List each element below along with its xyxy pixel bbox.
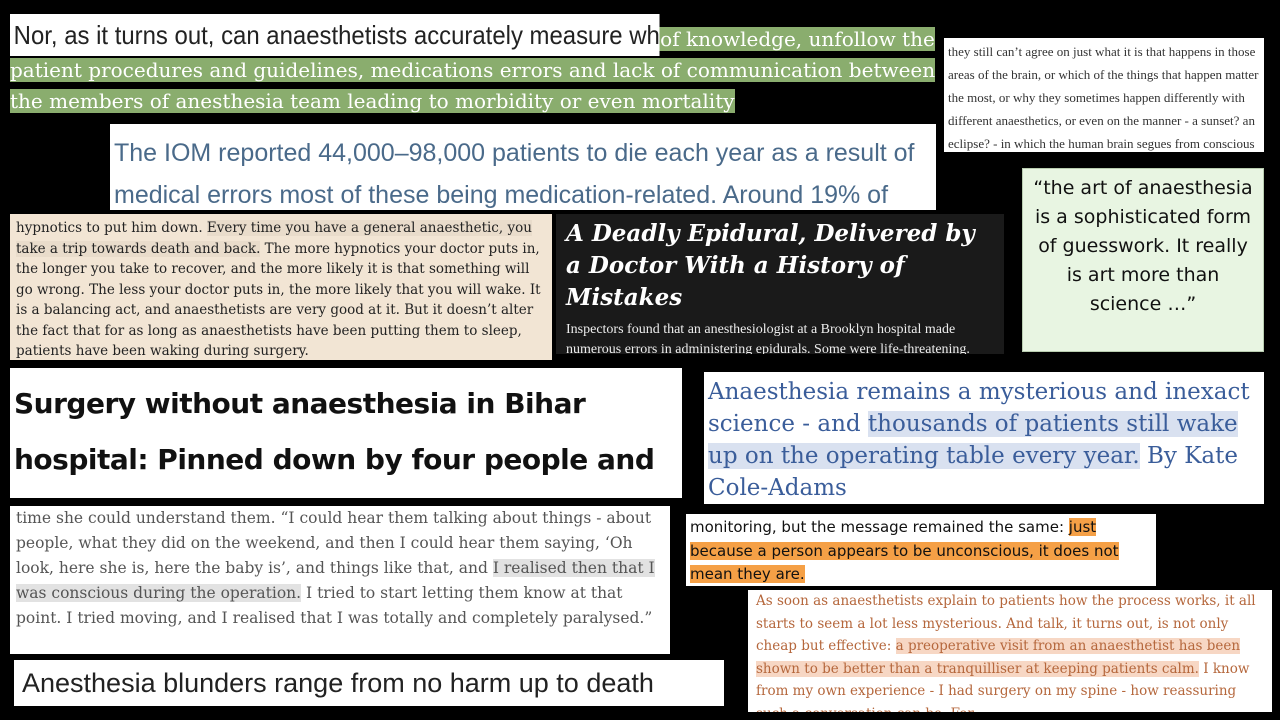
bihar-headline-text: Surgery without anaesthesia in Bihar hos…	[14, 387, 655, 476]
iom-report-clipping: The IOM reported 44,000–98,000 patients …	[110, 124, 936, 210]
epidural-summary: Inspectors found that an anesthesiologis…	[566, 322, 970, 354]
blunders-headline-text: Anesthesia blunders range from no harm u…	[22, 668, 654, 698]
epidural-headline: A Deadly Epidural, Delivered by a Doctor…	[566, 220, 975, 311]
measure-headline-text: Nor, as it turns out, can anaesthetists …	[13, 20, 660, 50]
deadly-epidural-article: A Deadly Epidural, Delivered by a Doctor…	[556, 214, 1004, 354]
hypnotics-text-c: The more hypnotics your doctor puts in, …	[16, 240, 541, 360]
preoperative-text-highlight: a preoperative visit from an anaesthetis…	[756, 638, 1241, 677]
preoperative-text-a: As soon as anaesthetists explain to pati…	[756, 593, 1256, 654]
brain-consciousness-clipping: they still can’t agree on just what it i…	[944, 38, 1264, 152]
conscious-text-a: time she could understand them. “I could…	[16, 509, 652, 577]
iom-report-text: The IOM reported 44,000–98,000 patients …	[114, 139, 915, 209]
bihar-surgery-headline: Surgery without anaesthesia in Bihar hos…	[10, 368, 682, 498]
monitoring-message-clipping: monitoring, but the message remained the…	[686, 514, 1156, 586]
conscious-during-operation-clipping: time she could understand them. “I could…	[10, 506, 670, 654]
art-of-anaesthesia-quote: “the art of anaesthesia is a sophisticat…	[1022, 168, 1264, 352]
hypnotics-clipping: hypnotics to put him down. Every time yo…	[10, 214, 552, 360]
mysterious-science-headline: Anaesthesia remains a mysterious and ine…	[704, 372, 1264, 504]
monitoring-text-a: monitoring, but the message remained the…	[690, 518, 1069, 536]
art-quote-text: “the art of anaesthesia is a sophisticat…	[1033, 177, 1253, 315]
mysterious-text-byline: By Kate Cole-Adams	[708, 443, 1238, 501]
anesthesia-blunders-headline: Anesthesia blunders range from no harm u…	[14, 660, 724, 706]
measure-headline-clipping: Nor, as it turns out, can anaesthetists …	[10, 14, 660, 56]
preoperative-visit-clipping: As soon as anaesthetists explain to pati…	[748, 590, 1272, 712]
preoperative-text-c: I know from my own experience - I had su…	[756, 660, 1250, 713]
brain-consciousness-text: they still can’t agree on just what it i…	[948, 44, 1259, 151]
mysterious-text-a: Anaesthesia remains a mysterious and ine…	[708, 379, 1250, 437]
hypnotics-text-a: hypnotics to put him down.	[16, 220, 207, 236]
conscious-text-c: I tried to start letting them know at th…	[16, 584, 653, 627]
